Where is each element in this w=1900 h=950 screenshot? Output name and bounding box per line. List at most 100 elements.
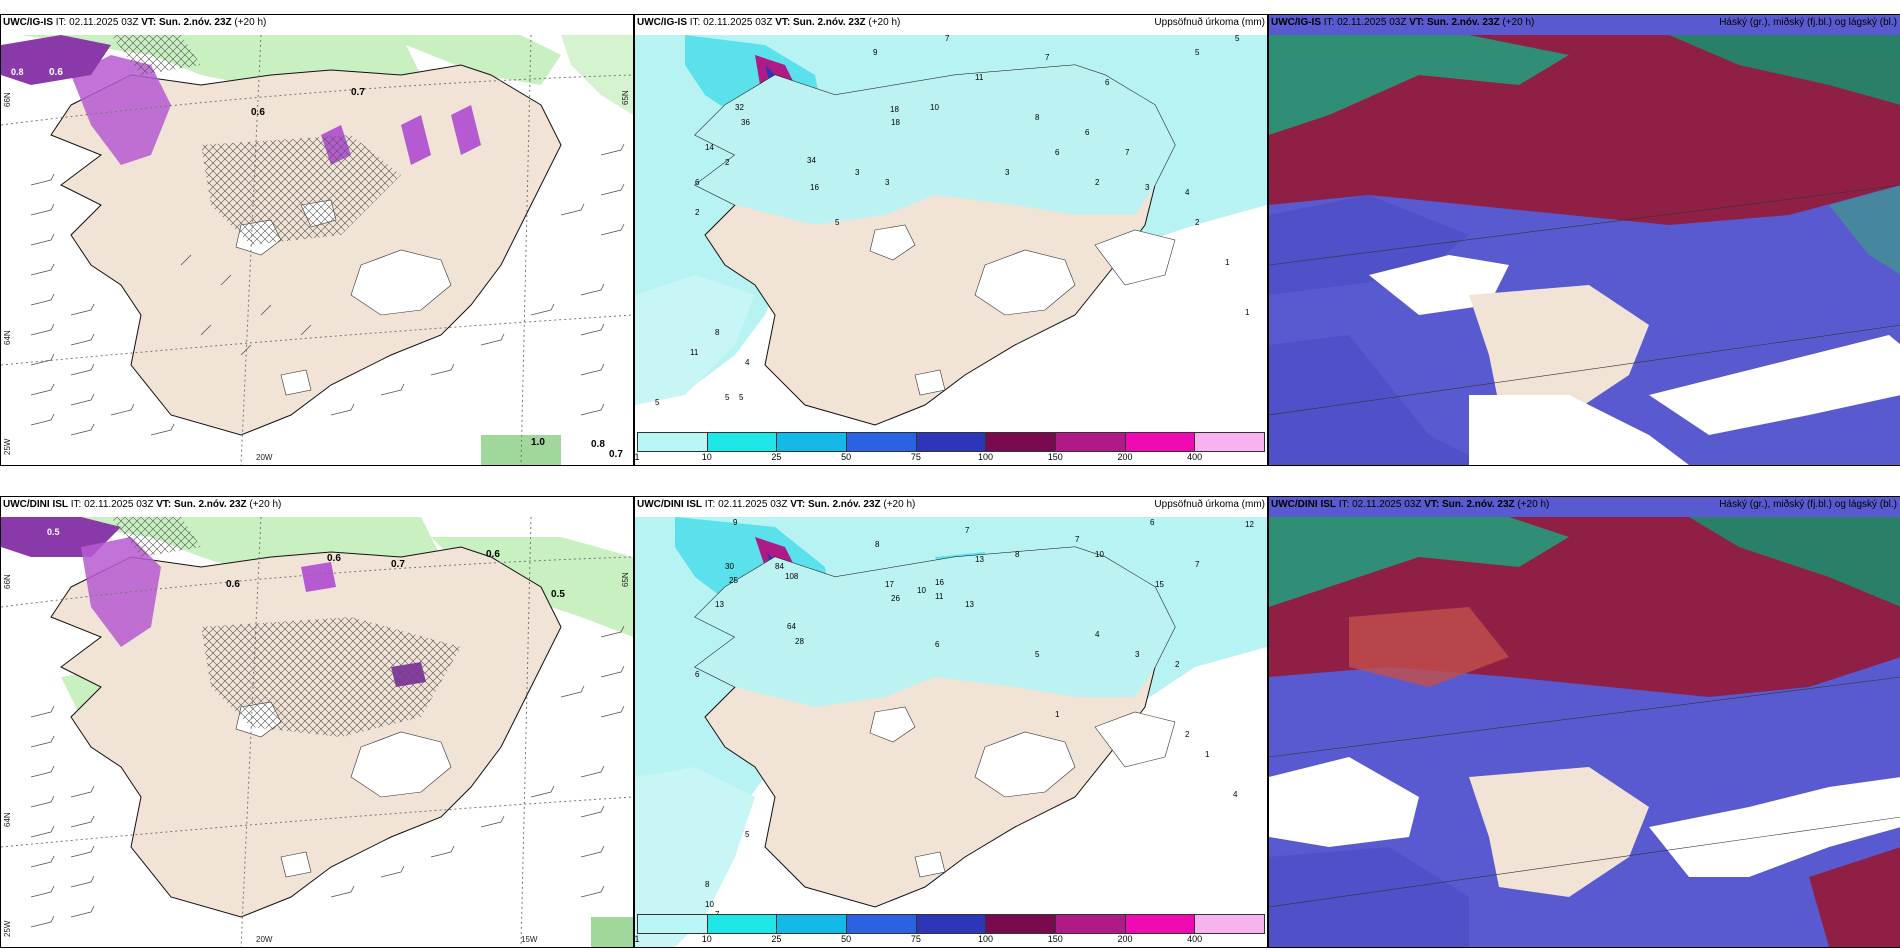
colorbar-swatch [777,915,848,933]
svg-text:18: 18 [891,118,900,127]
colorbar-tick: 10 [701,934,712,944]
svg-text:8: 8 [705,880,710,889]
colorbar-swatch [707,915,778,933]
panel-title: UWC/IG-IS IT: 02.11.2025 03Z VT: Sun. 2.… [1271,17,1535,28]
svg-text:9: 9 [873,48,878,57]
colorbar-tick: 150 [1047,934,1063,944]
svg-text:8: 8 [875,540,880,549]
svg-text:15: 15 [1155,580,1164,589]
value-label: 0.6 [251,107,265,118]
colorbar-swatch [638,433,708,451]
wind-panel-dini: 0.5 0.6 0.7 0.6 0.5 0.6 UWC/DINI ISL IT:… [0,496,634,948]
svg-text:4: 4 [1095,630,1100,639]
precip-values: 9 7 7 6 5 5 11 10 8 6 18 16 34 32 36 14 … [655,34,1250,407]
svg-text:3: 3 [1135,650,1140,659]
panel-variable-title: Háský (gr.), miðský (fj.bl.) og lágský (… [1719,17,1897,28]
svg-text:3: 3 [855,168,860,177]
svg-text:36: 36 [741,118,750,127]
svg-text:5: 5 [835,218,840,227]
colorbar-tick: 400 [1187,452,1203,462]
colorbar-ticks: 1 10 25 50 75 100 150 200 400 [634,452,1265,464]
panel-title: UWC/IG-IS IT: 02.11.2025 03Z VT: Sun. 2.… [637,17,901,28]
lat-label: 66N [3,574,12,589]
svg-text:6: 6 [695,670,700,679]
colorbar-swatch [777,433,848,451]
lon-label: 15W [521,935,538,944]
colorbar-tick: 400 [1187,934,1203,944]
colorbar-tick: 200 [1117,452,1133,462]
colorbar-swatch [847,915,917,933]
svg-text:1: 1 [1055,710,1060,719]
svg-text:17: 17 [885,580,894,589]
svg-text:11: 11 [690,348,699,357]
svg-text:5: 5 [1195,48,1200,57]
svg-text:8: 8 [1015,550,1020,559]
svg-text:6: 6 [935,640,940,649]
svg-text:10: 10 [1095,550,1104,559]
svg-text:2: 2 [695,208,700,217]
cloud-panel-dini: UWC/DINI ISL IT: 02.11.2025 03Z VT: Sun.… [1268,496,1900,948]
value-label: 0.8 [11,67,24,77]
panel-title: UWC/DINI ISL IT: 02.11.2025 03Z VT: Sun.… [3,499,282,510]
svg-text:34: 34 [807,156,816,165]
svg-text:13: 13 [975,555,984,564]
colorbar-tick: 50 [841,452,852,462]
svg-text:26: 26 [891,594,900,603]
precip-panel-igis: 9 7 7 6 5 5 11 10 8 6 18 16 34 32 36 14 … [634,14,1268,466]
svg-text:10: 10 [917,586,926,595]
panel-variable-title: Uppsöfnuð úrkoma (mm) [1154,17,1265,28]
svg-text:11: 11 [935,592,944,601]
lat-label: 65N [621,90,630,105]
svg-text:3: 3 [1005,168,1010,177]
value-label: 0.5 [47,527,60,537]
svg-text:3: 3 [1145,183,1150,192]
colorbar-tick: 100 [978,452,994,462]
svg-text:5: 5 [655,398,660,407]
svg-text:18: 18 [890,105,899,114]
wind-panel-igis: 0.8 0.6 0.7 1.0 0.8 0.7 0.6 UWC/IG-IS IT… [0,14,634,466]
svg-text:108: 108 [785,572,799,581]
colorbar-tick: 1 [634,452,640,462]
colorbar-swatch [1125,433,1196,451]
lon-label: 20W [256,453,273,462]
wind-map-igis: 0.8 0.6 0.7 1.0 0.8 0.7 0.6 [1,15,633,465]
svg-text:7: 7 [1125,148,1130,157]
colorbar-swatch [847,433,917,451]
svg-text:6: 6 [1055,148,1060,157]
svg-text:6: 6 [695,178,700,187]
svg-text:84: 84 [775,562,784,571]
svg-text:64: 64 [787,622,796,631]
precip-colorbar [637,432,1265,452]
svg-text:1: 1 [1225,258,1230,267]
svg-text:28: 28 [795,637,804,646]
svg-text:7: 7 [1075,535,1080,544]
svg-text:7: 7 [965,526,970,535]
svg-text:4: 4 [745,358,750,367]
colorbar-swatch [638,915,708,933]
lat-label: 65N [621,572,630,587]
colorbar-tick: 100 [978,934,994,944]
colorbar-tick: 1 [634,934,640,944]
svg-text:13: 13 [965,600,974,609]
colorbar-tick: 75 [910,452,921,462]
panel-title: UWC/DINI ISL IT: 02.11.2025 03Z VT: Sun.… [1271,499,1550,510]
svg-text:9: 9 [733,518,738,527]
svg-text:6: 6 [1105,78,1110,87]
panel-variable-title: Háský (gr.), miðský (fj.bl.) og lágský (… [1719,499,1897,510]
colorbar-swatch [986,915,1057,933]
value-label: 0.5 [551,589,565,600]
colorbar-swatch [1056,433,1126,451]
svg-text:2: 2 [1175,660,1180,669]
svg-text:4: 4 [1233,790,1238,799]
lat-label: 25W [3,920,12,937]
colorbar-tick: 75 [910,934,921,944]
panel-variable-title: Uppsöfnuð úrkoma (mm) [1154,499,1265,510]
svg-text:12: 12 [1245,520,1254,529]
svg-text:5: 5 [739,393,744,402]
svg-text:5: 5 [1035,650,1040,659]
lat-label: 25W [3,438,12,455]
svg-text:5: 5 [1235,34,1240,43]
precip-map-dini: 9 7 8 8 12 6 7 7 10 13 15 17 26 10 11 13… [635,497,1267,947]
colorbar-swatch [1125,915,1196,933]
precip-colorbar [637,914,1265,934]
